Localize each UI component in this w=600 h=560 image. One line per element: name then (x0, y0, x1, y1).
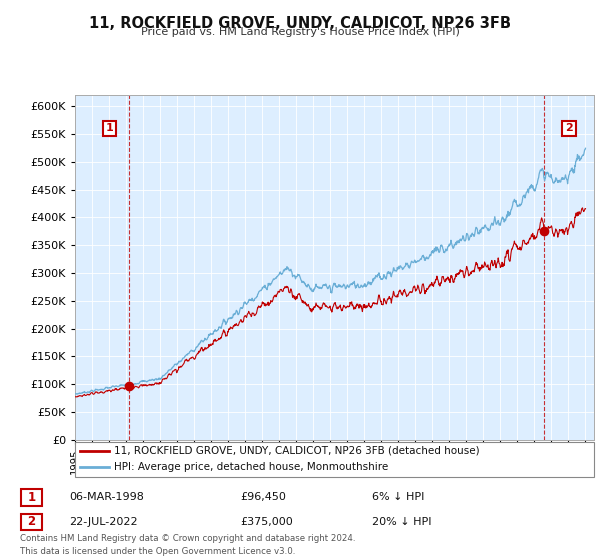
Text: 20% ↓ HPI: 20% ↓ HPI (372, 517, 431, 527)
Text: HPI: Average price, detached house, Monmouthshire: HPI: Average price, detached house, Monm… (114, 462, 388, 472)
Text: £375,000: £375,000 (240, 517, 293, 527)
FancyBboxPatch shape (75, 442, 594, 477)
Text: 11, ROCKFIELD GROVE, UNDY, CALDICOT, NP26 3FB (detached house): 11, ROCKFIELD GROVE, UNDY, CALDICOT, NP2… (114, 446, 479, 456)
Text: 2: 2 (565, 123, 573, 133)
Text: 1: 1 (28, 491, 36, 504)
Text: 11, ROCKFIELD GROVE, UNDY, CALDICOT, NP26 3FB: 11, ROCKFIELD GROVE, UNDY, CALDICOT, NP2… (89, 16, 511, 31)
Text: 2: 2 (28, 515, 36, 529)
Text: 1: 1 (106, 123, 113, 133)
Text: 06-MAR-1998: 06-MAR-1998 (69, 492, 144, 502)
Text: Contains HM Land Registry data © Crown copyright and database right 2024.
This d: Contains HM Land Registry data © Crown c… (20, 534, 355, 556)
Text: £96,450: £96,450 (240, 492, 286, 502)
Text: Price paid vs. HM Land Registry's House Price Index (HPI): Price paid vs. HM Land Registry's House … (140, 27, 460, 37)
Text: 6% ↓ HPI: 6% ↓ HPI (372, 492, 424, 502)
Text: 22-JUL-2022: 22-JUL-2022 (69, 517, 137, 527)
